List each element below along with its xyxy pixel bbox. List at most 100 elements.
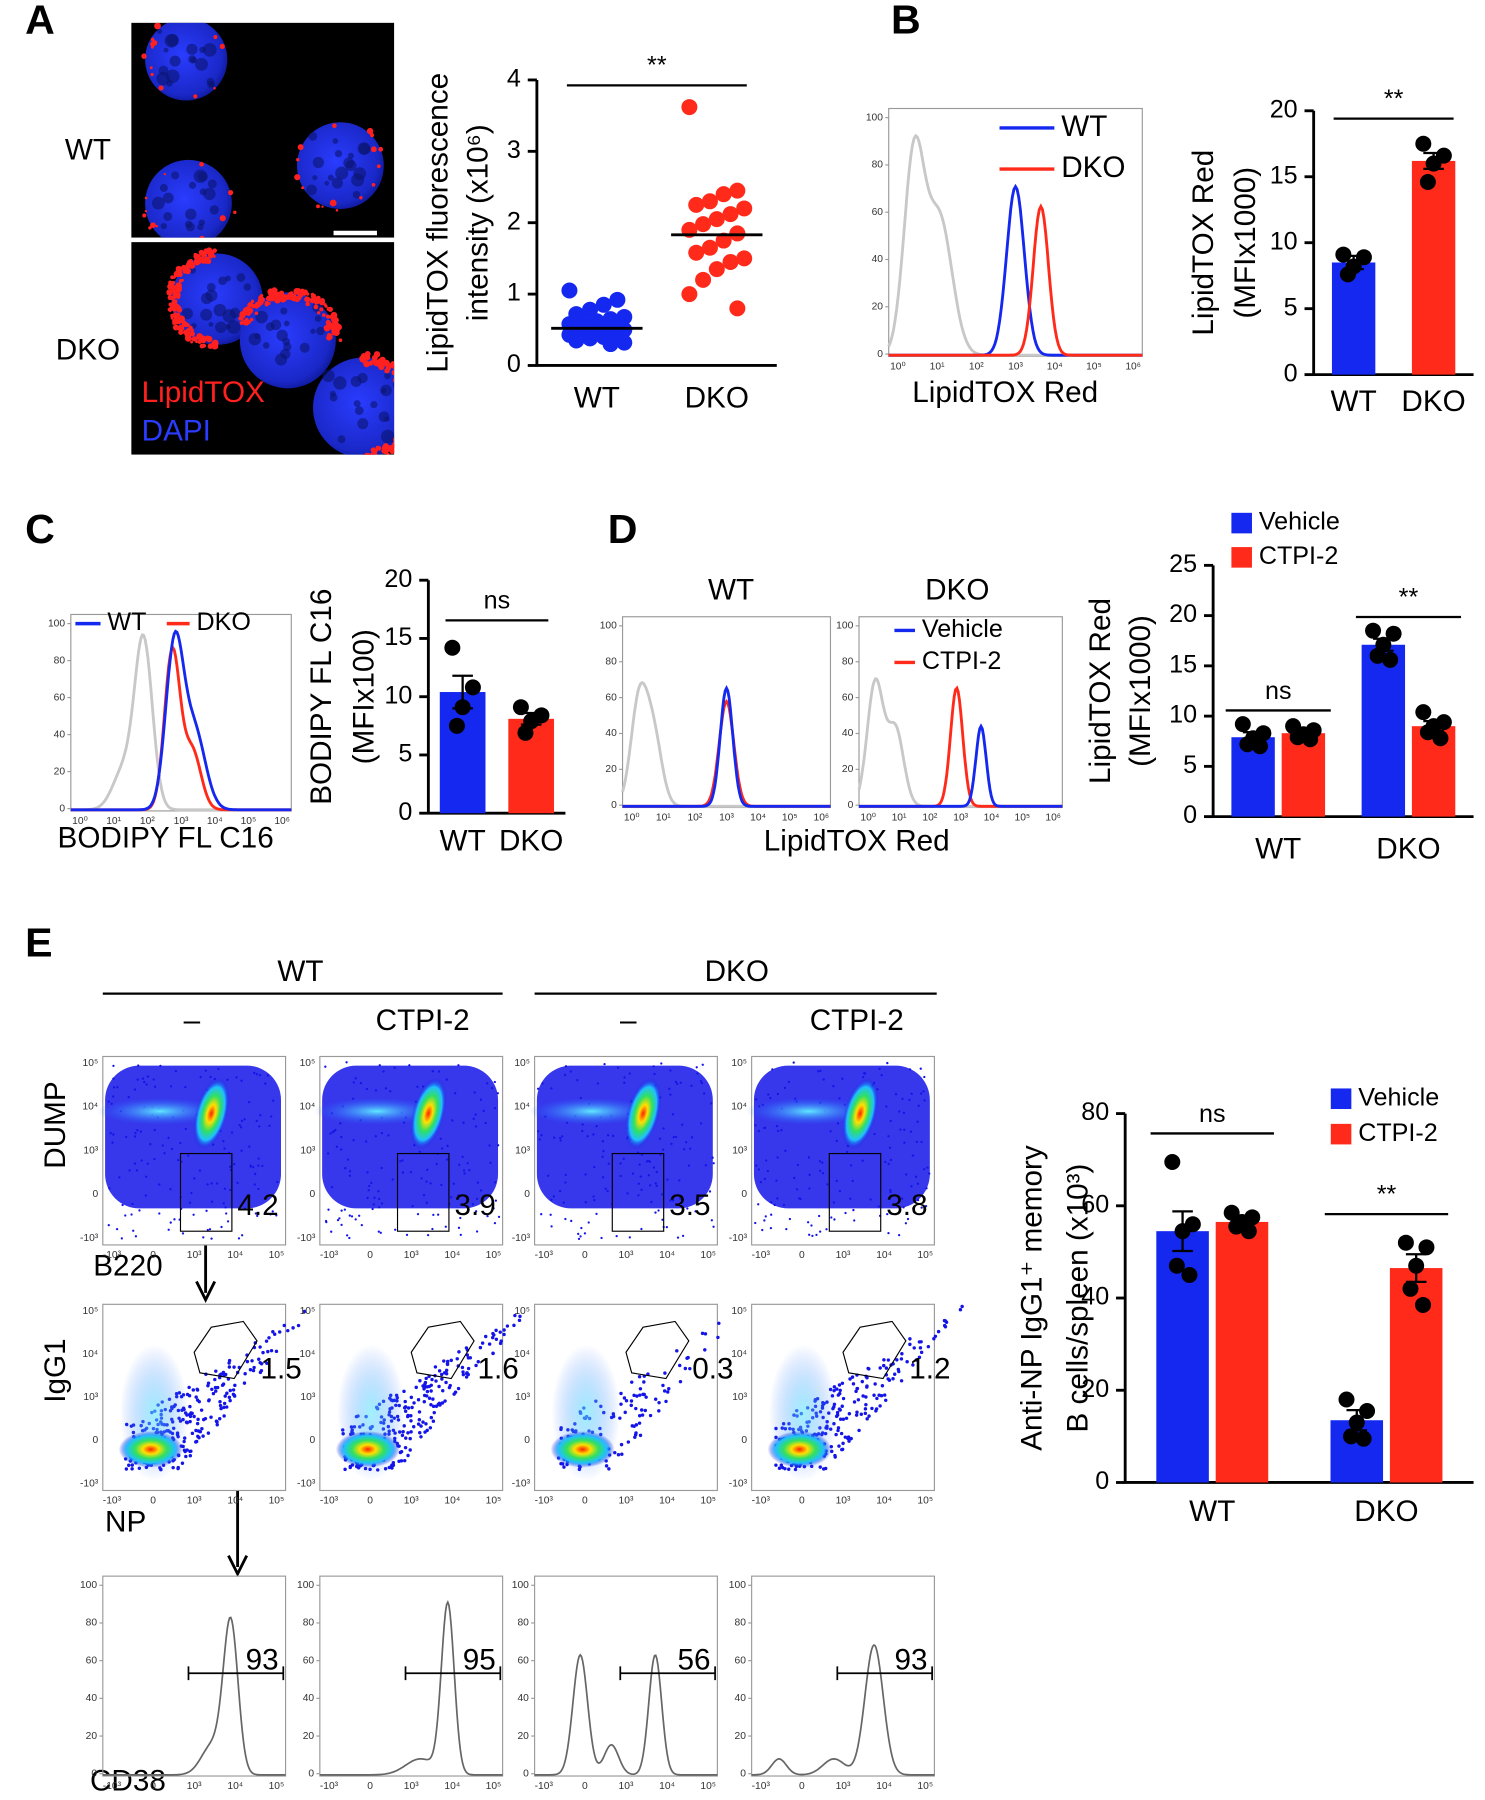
event	[475, 1230, 479, 1233]
x-axis-label: LipidTOX Red	[764, 825, 950, 858]
tick-label: 10⁴	[984, 812, 1000, 823]
event	[887, 1231, 890, 1235]
event	[364, 1140, 368, 1143]
y-tick-label: 0	[1183, 801, 1197, 829]
y-tick-label: 0	[1284, 359, 1298, 387]
event	[405, 1233, 409, 1237]
event	[302, 1309, 307, 1314]
event	[266, 1349, 270, 1354]
gate-percentage: 1.5	[260, 1352, 301, 1385]
event	[564, 1181, 567, 1184]
event	[274, 1349, 279, 1354]
event	[808, 1173, 811, 1176]
tick-label: 10⁴	[659, 1250, 675, 1261]
event	[223, 1394, 227, 1398]
event	[780, 1129, 783, 1132]
nucleus-texture	[262, 342, 270, 349]
event	[653, 1397, 658, 1401]
event	[657, 1400, 661, 1405]
event	[835, 1179, 838, 1182]
tick-label: 100	[48, 618, 65, 629]
event	[222, 1405, 226, 1410]
lipid-droplet	[393, 450, 395, 453]
nucleus-texture	[184, 220, 193, 229]
event	[919, 1350, 924, 1355]
lipid-droplet	[196, 254, 199, 258]
lipid-droplet	[239, 311, 246, 318]
event	[277, 1330, 282, 1334]
event	[650, 1200, 653, 1204]
event	[662, 1127, 665, 1130]
event	[452, 1182, 455, 1185]
nucleus-texture	[359, 143, 371, 155]
nucleus-texture	[225, 275, 231, 282]
y-tick-label: 20	[1081, 1375, 1109, 1403]
event	[240, 1149, 243, 1152]
lipid-droplet	[195, 340, 199, 344]
event	[914, 1175, 918, 1178]
event	[406, 1406, 411, 1410]
lipid-droplet	[199, 235, 205, 238]
tick-label: 10³	[515, 1392, 530, 1403]
lipid-droplet	[193, 252, 197, 257]
tick-label: 10²	[140, 816, 155, 827]
lipid-droplet	[402, 380, 408, 386]
nucleus-texture	[283, 320, 290, 327]
tick-label: 100	[836, 621, 853, 632]
panel-label: B	[891, 0, 921, 43]
event	[257, 1357, 261, 1361]
lipid-droplet	[310, 299, 313, 303]
event	[583, 1232, 587, 1235]
lipid-droplet	[404, 388, 407, 391]
event	[873, 1382, 877, 1386]
event	[275, 1214, 278, 1217]
nucleus-texture	[226, 320, 241, 334]
lipid-droplet	[264, 302, 269, 307]
lipid-droplet	[407, 406, 413, 412]
event	[258, 1345, 262, 1349]
event	[774, 1463, 778, 1467]
event	[648, 1160, 652, 1163]
tick-label: 10⁴	[514, 1102, 530, 1113]
event	[870, 1406, 874, 1411]
tick-label: 0	[93, 1435, 99, 1446]
event	[905, 1173, 908, 1176]
event	[195, 1398, 200, 1402]
lipid-droplet	[167, 295, 173, 301]
event	[271, 1330, 275, 1334]
event	[623, 1081, 626, 1084]
event	[149, 1143, 152, 1146]
event	[810, 1224, 813, 1227]
tick-label: 10⁶	[813, 812, 829, 823]
panel-label: D	[608, 506, 638, 552]
lipid-droplet	[296, 288, 301, 293]
event	[208, 1228, 212, 1231]
nucleus-texture	[222, 309, 237, 323]
nucleus-texture	[255, 310, 268, 324]
tick-label: 10⁵	[486, 1495, 502, 1506]
event	[958, 1307, 963, 1312]
event	[754, 1124, 757, 1127]
event	[194, 1428, 198, 1433]
event	[474, 1125, 478, 1128]
event	[869, 1198, 872, 1201]
tick-label: 10⁵	[1086, 361, 1102, 372]
lipid-droplet	[205, 335, 213, 343]
tick-label: -10³	[297, 1478, 316, 1489]
event	[592, 1195, 595, 1198]
event	[710, 1219, 713, 1222]
data-point	[1365, 622, 1382, 639]
event	[811, 1234, 814, 1238]
event	[462, 1169, 466, 1172]
event	[700, 1082, 704, 1085]
lipid-droplet	[395, 377, 398, 380]
event	[564, 1173, 567, 1176]
event	[886, 1358, 891, 1362]
event	[200, 1426, 204, 1431]
lipid-droplet	[392, 437, 395, 443]
tick-label: 0	[524, 1189, 530, 1200]
event	[851, 1179, 854, 1183]
data-point	[1402, 1280, 1419, 1297]
data-point	[1289, 729, 1306, 746]
lipid-droplet	[241, 318, 244, 322]
